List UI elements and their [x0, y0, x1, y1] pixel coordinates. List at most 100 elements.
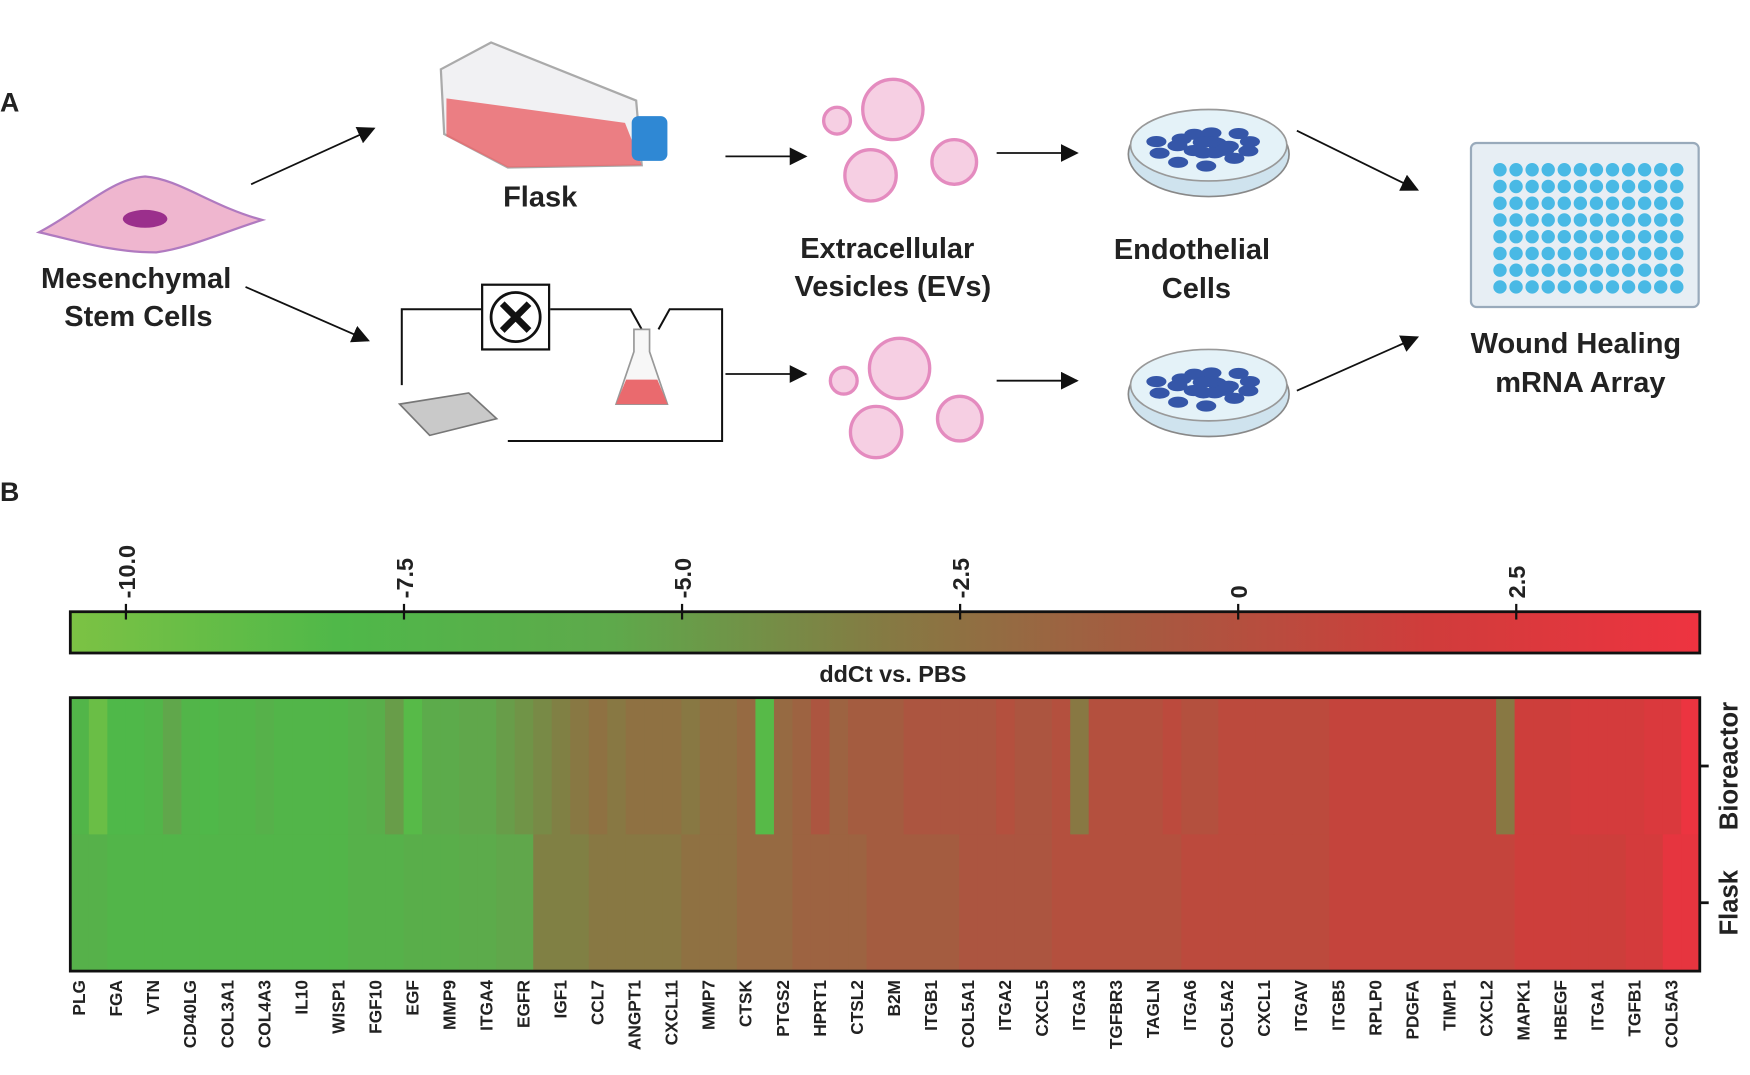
colorbar-tick-label: -10.0	[114, 545, 140, 598]
endothelial-cell	[1146, 375, 1167, 388]
heatmap-cell	[385, 697, 405, 836]
well	[1493, 246, 1507, 261]
well	[1493, 213, 1507, 227]
heatmap-cell	[403, 834, 423, 972]
well	[1509, 179, 1523, 194]
heatmap-cell	[1347, 834, 1368, 972]
well	[1654, 280, 1668, 294]
heatmap-cell	[773, 697, 794, 836]
heatmap-cell	[88, 834, 109, 972]
well	[1670, 246, 1684, 261]
node-label: Mesenchymal	[41, 263, 231, 295]
heatmap-cell	[1107, 697, 1127, 836]
heatmap-cell	[1625, 697, 1645, 836]
endothelial-cell	[1167, 380, 1188, 392]
heatmap-cell	[1533, 834, 1553, 972]
heatmap-cell	[1422, 834, 1442, 972]
heatmap-cell	[625, 834, 645, 972]
x-tick-label: ITGB1	[921, 980, 941, 1031]
heatmap-cell	[1607, 697, 1627, 836]
well	[1509, 213, 1523, 227]
heatmap-cell	[662, 834, 683, 972]
heatmap-cell	[1384, 834, 1405, 972]
heatmap-cell	[792, 834, 812, 972]
heatmap-cell	[922, 697, 942, 836]
well	[1605, 213, 1620, 227]
heatmap-cell	[1162, 697, 1182, 836]
x-tick-label: TIMP1	[1439, 980, 1459, 1031]
heatmap-cell	[977, 697, 997, 836]
vesicle	[843, 147, 898, 203]
well	[1525, 163, 1539, 177]
well	[1589, 196, 1604, 210]
heatmap-cell	[1310, 697, 1331, 836]
well	[1654, 263, 1668, 277]
heatmap-cell	[755, 697, 775, 836]
heatmap-cell	[1292, 834, 1312, 972]
heatmap-cell	[1181, 834, 1201, 972]
well	[1637, 263, 1652, 277]
well	[1541, 163, 1555, 177]
heatmap-cell	[1033, 834, 1053, 972]
heatmap-cell	[1236, 697, 1257, 836]
heatmap-cell	[477, 697, 497, 836]
x-tick-label: CTSL2	[847, 980, 867, 1035]
heatmap-cell	[1681, 834, 1701, 972]
heatmap-cell	[162, 697, 183, 836]
well	[1541, 280, 1555, 294]
well	[1589, 179, 1604, 194]
heatmap-cell	[1125, 834, 1145, 972]
heatmap-cell	[1459, 697, 1479, 836]
well	[1670, 263, 1684, 277]
well	[1573, 280, 1588, 294]
heatmap-cell	[1236, 834, 1257, 972]
x-tick-label: EGF	[402, 980, 422, 1016]
well	[1493, 196, 1507, 210]
heatmap-cell	[922, 834, 942, 972]
well	[1605, 280, 1620, 294]
well	[1541, 213, 1555, 227]
well	[1493, 280, 1507, 294]
x-tick-label: ITGA6	[1180, 980, 1200, 1031]
endothelial-cell	[1201, 127, 1222, 139]
x-tick-label: CD40LG	[180, 980, 200, 1048]
well	[1541, 263, 1555, 277]
heatmap-cell	[662, 697, 683, 836]
heatmap-cell	[1014, 834, 1034, 972]
well	[1573, 163, 1588, 177]
heatmap-cell	[459, 697, 479, 836]
node-label: Extracellular	[800, 233, 974, 265]
heatmap-cell	[422, 697, 442, 836]
well	[1525, 179, 1539, 194]
heatmap-cell	[366, 697, 386, 836]
endothelial-cell	[1201, 367, 1222, 379]
well	[1621, 280, 1636, 294]
well	[1573, 179, 1588, 194]
heatmap-cell	[329, 834, 349, 972]
heatmap-cell	[1514, 834, 1534, 972]
x-tick-label: RPLP0	[1365, 980, 1385, 1036]
endothelial-cell	[1196, 160, 1217, 172]
heatmap-cell	[1273, 834, 1294, 972]
heatmap-cell	[829, 834, 849, 972]
x-tick-label: IL10	[291, 980, 311, 1015]
well	[1670, 280, 1684, 294]
well	[1589, 213, 1604, 227]
heatmap-cell	[551, 834, 571, 972]
well	[1621, 246, 1636, 261]
heatmap-cell	[236, 697, 257, 836]
x-tick-label: IGF1	[551, 980, 571, 1019]
well	[1541, 196, 1555, 210]
row-label: Bioreactor	[1716, 702, 1744, 830]
heatmap-cell	[292, 697, 312, 836]
heatmap-cell	[273, 834, 294, 972]
heatmap-cell	[1181, 697, 1201, 836]
well	[1573, 246, 1588, 261]
heatmap-cell	[1644, 697, 1664, 836]
endothelial-cell	[1168, 156, 1189, 168]
heatmap-cell	[144, 697, 164, 836]
colorbar-tick-label: -2.5	[948, 558, 974, 598]
well	[1525, 263, 1539, 277]
heatmap-cell	[218, 697, 238, 836]
well	[1525, 246, 1539, 261]
